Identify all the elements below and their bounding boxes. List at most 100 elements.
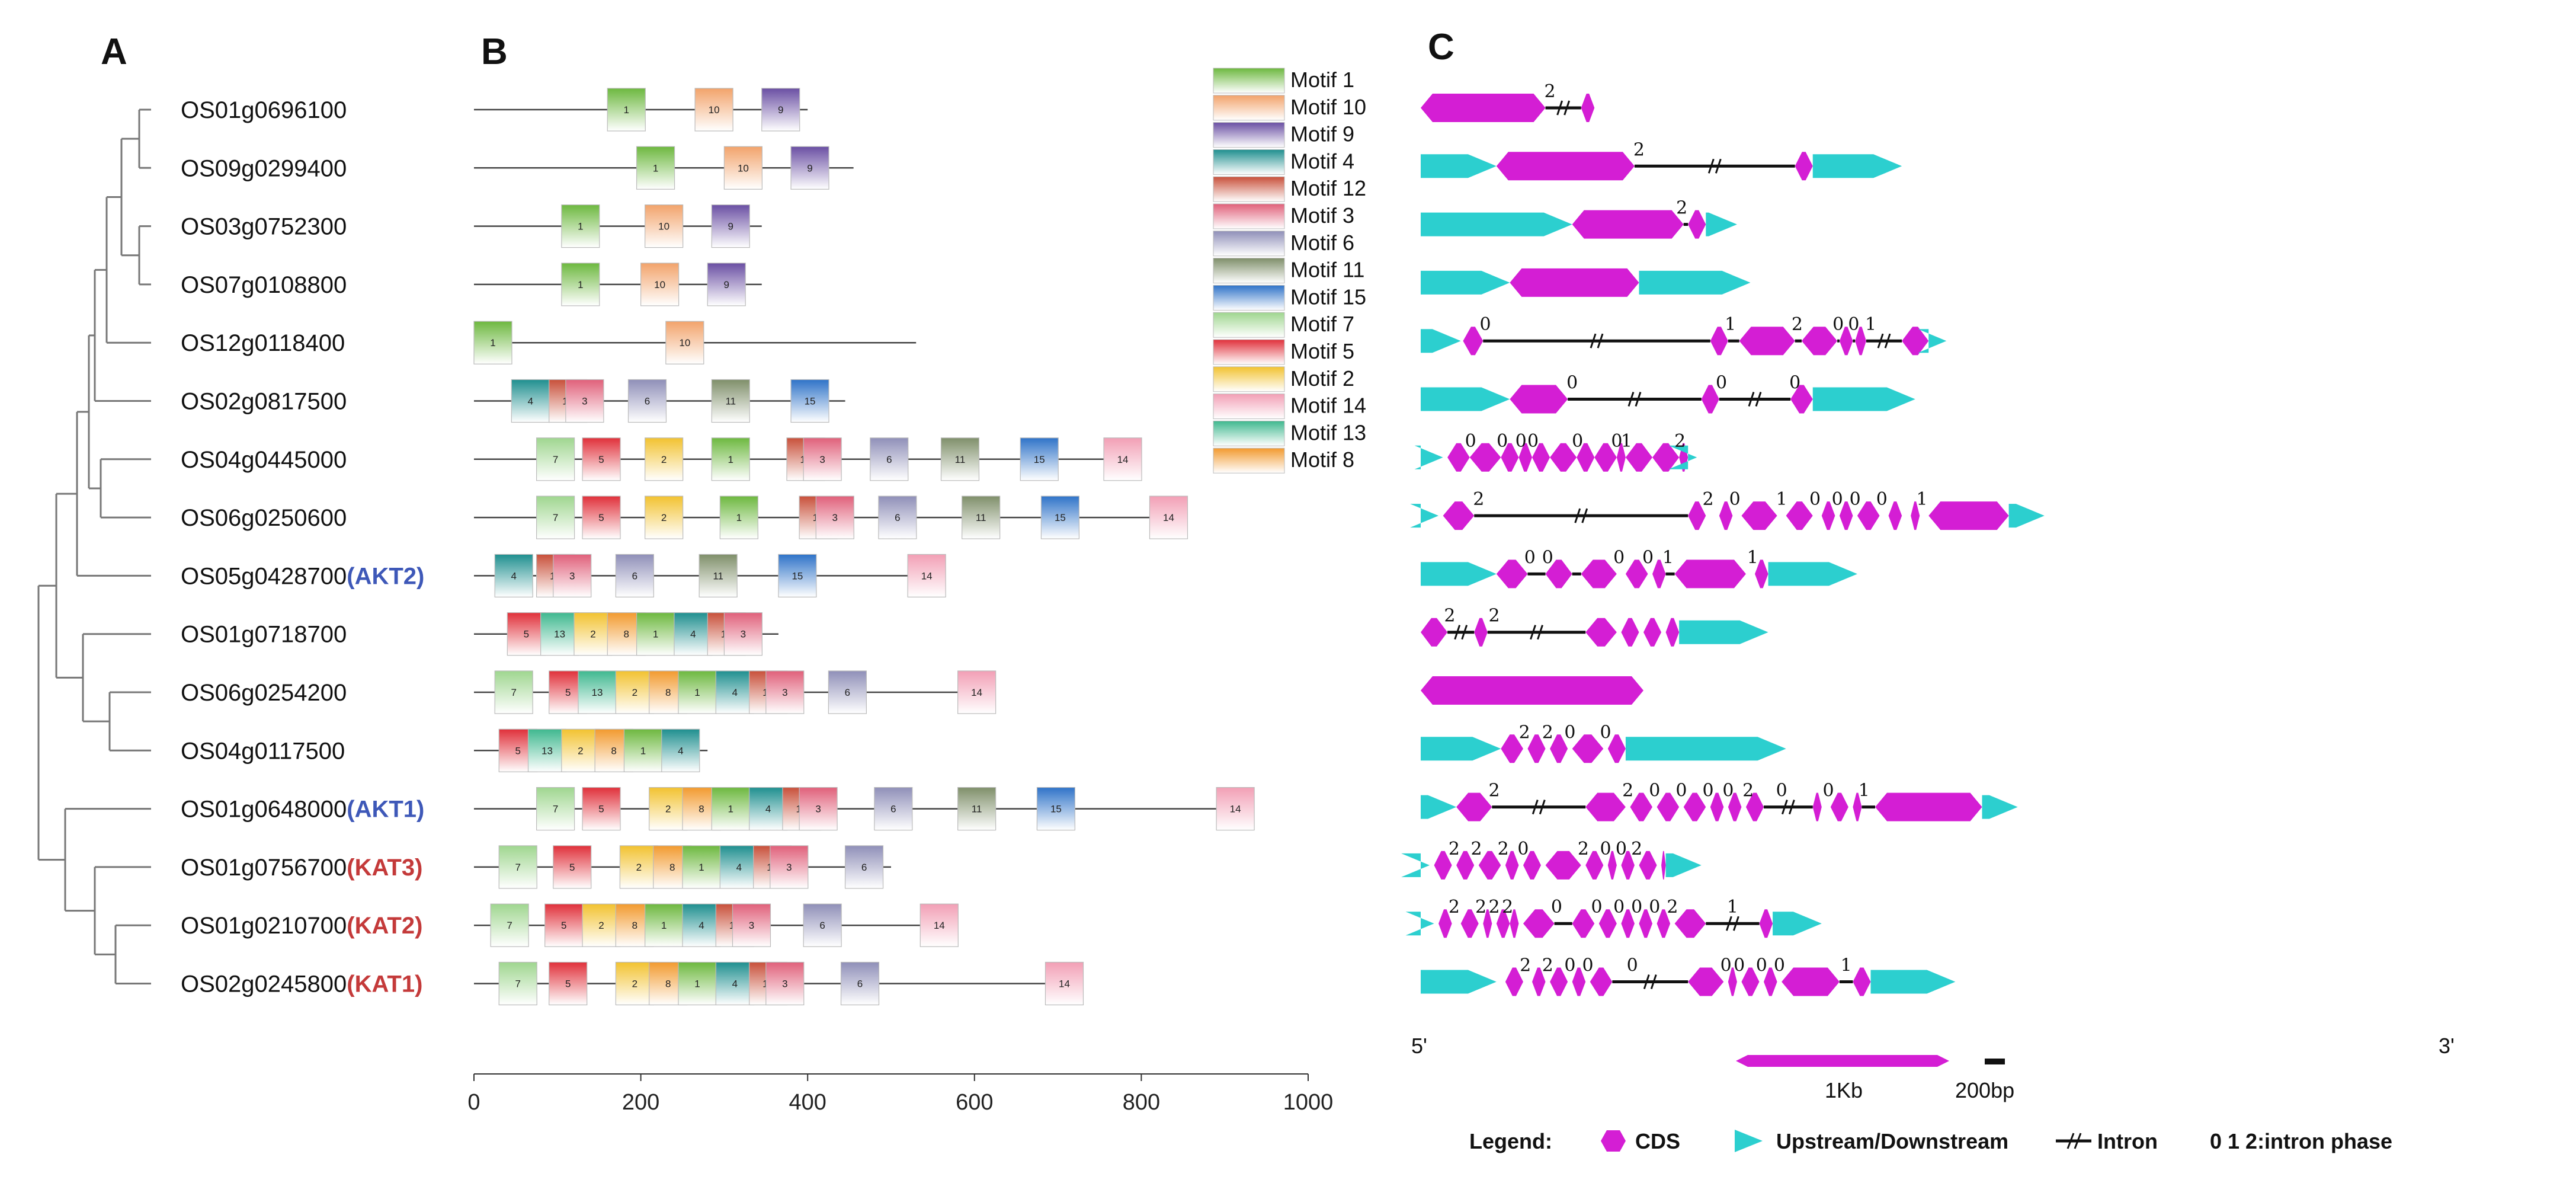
intron-phase-label: 1	[1841, 955, 1852, 976]
motif-number: 15	[1055, 512, 1066, 523]
motif-number: 1	[490, 337, 495, 348]
legend-utr-icon	[1735, 1130, 1763, 1152]
intron-break	[1755, 392, 1762, 407]
motif-box	[636, 612, 675, 656]
motif-box	[553, 554, 592, 598]
intron-phase-label: 0	[1497, 431, 1508, 452]
utr-region	[1639, 270, 1751, 295]
motif-box	[544, 903, 584, 947]
motif-number: 4	[699, 920, 704, 931]
motif-number: 1	[694, 979, 700, 990]
motif-legend-label: Motif 2	[1290, 366, 1354, 391]
intron-phase-label: 2	[1702, 489, 1713, 510]
intron-phase-label: 0	[1516, 431, 1527, 452]
cds-exon	[1639, 909, 1653, 938]
motif-legend-swatch	[1213, 366, 1285, 392]
motif-box	[582, 495, 621, 539]
motif-number: 1	[653, 629, 658, 640]
intron-phase-label: 0	[1823, 781, 1834, 801]
motif-box	[561, 263, 600, 306]
motif-number: 14	[1163, 512, 1174, 523]
cds-exon	[1616, 443, 1626, 472]
motif-box	[645, 204, 684, 248]
motif-number: 1	[699, 862, 704, 873]
intron-phase-label: 0	[1776, 781, 1787, 801]
motif-box	[661, 728, 700, 772]
cds-exon	[1585, 851, 1604, 880]
motif-number: 3	[582, 396, 587, 407]
motif-box	[715, 961, 754, 1006]
intron-phase-label: 0	[1642, 547, 1654, 568]
cds-exon	[1741, 967, 1760, 996]
motif-box	[498, 845, 537, 889]
legend-phase-label: 0 1 2:intron phase	[2210, 1129, 2392, 1153]
cds-exon	[1801, 327, 1838, 356]
intron-phase-label: 2	[1633, 139, 1645, 160]
motif-number: 5	[598, 454, 604, 465]
cds-exon	[1888, 501, 1902, 530]
cds-exon	[1639, 851, 1657, 880]
motif-box	[957, 786, 997, 831]
legend-cds-icon	[1601, 1130, 1626, 1152]
motif-number: 8	[665, 687, 671, 698]
cds-exon	[1496, 559, 1528, 589]
intron-phase-label: 0	[1729, 489, 1741, 510]
motif-number: 13	[592, 687, 603, 698]
motif-box	[711, 379, 750, 423]
motif-box	[711, 437, 750, 481]
gene-label: OS06g0250600	[181, 505, 347, 531]
motif-box	[615, 670, 654, 714]
motif-box	[957, 670, 997, 714]
cds-exon	[1577, 443, 1595, 472]
intron-phase-label: 0	[1600, 839, 1611, 859]
axis-tick-label: 1000	[1283, 1090, 1334, 1115]
intron-phase-label: 0	[1542, 547, 1553, 568]
motif-number: 7	[553, 454, 558, 465]
intron-break	[1781, 800, 1788, 815]
motif-box	[803, 903, 842, 947]
motif-number: 8	[699, 804, 704, 815]
utr-region	[1401, 853, 1430, 877]
cds-exon	[1657, 909, 1671, 938]
motif-box	[561, 204, 600, 248]
intron-phase-label: 1	[1776, 489, 1787, 510]
motif-number: 5	[598, 512, 604, 523]
intron-break	[1650, 974, 1657, 989]
motif-number: 2	[590, 629, 595, 640]
intron-phase-label: 0	[1649, 897, 1660, 917]
intron-break	[1715, 158, 1722, 174]
cds-exon	[1630, 792, 1653, 821]
cds-exon	[1839, 327, 1853, 356]
intron-break	[1643, 974, 1650, 989]
motif-box	[536, 495, 575, 539]
intron-phase-label: 0	[1832, 489, 1843, 510]
cds-exon	[1665, 618, 1680, 647]
cds-exon	[1523, 909, 1555, 938]
cds-exon	[1572, 734, 1604, 763]
legend-intron-label: Intron	[2097, 1129, 2158, 1153]
intron-phase-label: 0	[1582, 955, 1593, 976]
cds-exon	[1421, 618, 1448, 647]
motif-number: 7	[515, 979, 521, 990]
motif-box	[582, 437, 621, 481]
intron-break	[1574, 508, 1581, 523]
cds-exon	[1652, 443, 1680, 472]
motif-number: 1	[578, 221, 583, 232]
gene-label: OS09g0299400	[181, 155, 347, 181]
motif-legend-label: Motif 5	[1290, 339, 1354, 363]
intron-phase-label: 1	[1747, 547, 1758, 568]
axis-tick-label: 800	[1123, 1090, 1160, 1115]
motif-number: 9	[778, 104, 783, 116]
motif-number: 6	[890, 804, 896, 815]
motif-box	[919, 903, 959, 947]
cds-exon	[1621, 851, 1635, 880]
motif-box	[682, 845, 721, 889]
intron-phase-label: 0	[1527, 431, 1539, 452]
motif-box	[844, 845, 884, 889]
motif-box	[682, 903, 721, 947]
motif-box	[636, 146, 675, 190]
intron-break	[1461, 625, 1468, 640]
cds-exon	[1572, 909, 1595, 938]
intron-break	[1748, 392, 1755, 407]
motif-legend-swatch	[1213, 394, 1285, 420]
